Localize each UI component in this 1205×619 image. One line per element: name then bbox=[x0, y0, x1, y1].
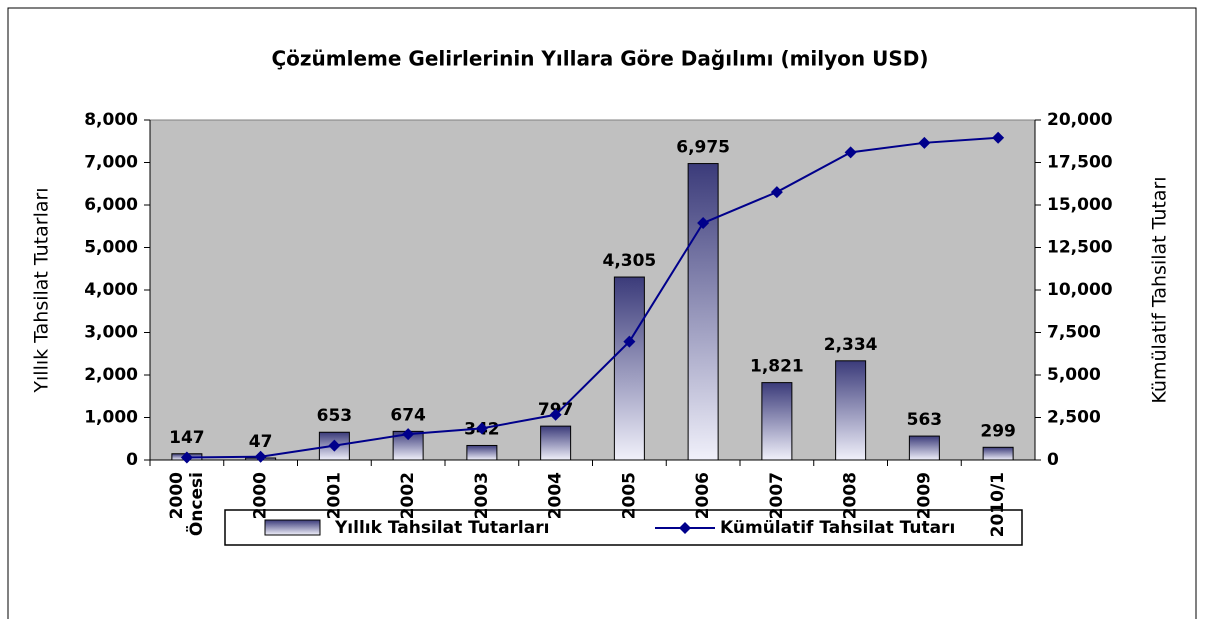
y2-tick-label: 15,000 bbox=[1047, 195, 1113, 215]
y-tick-label: 1,000 bbox=[84, 408, 138, 428]
y-tick-label: 5,000 bbox=[84, 238, 138, 258]
legend-label: Yıllık Tahsilat Tutarları bbox=[334, 518, 549, 538]
legend bbox=[224, 509, 1023, 546]
y2-tick-label: 0 bbox=[1047, 450, 1059, 470]
data-label: 653 bbox=[317, 406, 353, 426]
data-label: 147 bbox=[169, 428, 205, 448]
marker bbox=[549, 408, 562, 421]
line bbox=[186, 136, 999, 459]
y2-tick-label: 7,500 bbox=[1047, 323, 1101, 343]
y-tick-label: 8,000 bbox=[84, 110, 138, 130]
x-tick-label: 2007 bbox=[767, 472, 787, 519]
y2-tick-label: 10,000 bbox=[1047, 280, 1113, 300]
marker bbox=[254, 450, 267, 463]
bar bbox=[687, 163, 719, 461]
bar bbox=[540, 425, 572, 461]
legend-swatch bbox=[264, 519, 321, 536]
bar bbox=[982, 446, 1014, 461]
data-label: 1,821 bbox=[750, 357, 804, 377]
y-tick-label: 2,000 bbox=[84, 365, 138, 385]
x-tick-label: 2008 bbox=[841, 472, 861, 519]
marker bbox=[697, 217, 710, 230]
y-tick-label: 4,000 bbox=[84, 280, 138, 300]
y2-tick-label: 12,500 bbox=[1047, 238, 1113, 258]
bar bbox=[613, 276, 645, 461]
y-tick-label: 3,000 bbox=[84, 323, 138, 343]
x-tick-label: 2002 bbox=[398, 472, 418, 519]
y2-tick-label: 2,500 bbox=[1047, 408, 1101, 428]
data-label: 6,975 bbox=[676, 138, 730, 158]
data-label: 563 bbox=[907, 410, 943, 430]
legend-swatch bbox=[679, 522, 691, 534]
data-label: 47 bbox=[249, 432, 273, 452]
y2-axis-title: Kümülatif Tahsilat Tutarı bbox=[1149, 176, 1171, 403]
chart-title: Çözümleme Gelirlerinin Yıllara Göre Dağı… bbox=[271, 47, 928, 71]
y-tick-label: 0 bbox=[126, 450, 138, 470]
plot-area bbox=[149, 119, 1036, 461]
bar bbox=[466, 444, 498, 461]
data-label: 2,334 bbox=[824, 335, 878, 355]
bar bbox=[908, 435, 940, 461]
marker bbox=[475, 422, 488, 435]
y2-tick-label: 20,000 bbox=[1047, 110, 1113, 130]
x-tick-label: 2003 bbox=[472, 472, 492, 519]
data-label: 4,305 bbox=[602, 251, 656, 271]
bar bbox=[835, 360, 867, 461]
x-tick-label: 2000Öncesi bbox=[167, 472, 207, 536]
marker bbox=[844, 146, 857, 159]
x-tick-label: 2010/1 bbox=[988, 472, 1008, 537]
marker bbox=[328, 439, 341, 452]
frame bbox=[7, 7, 1197, 619]
x-tick-label: 2001 bbox=[324, 472, 344, 519]
marker bbox=[918, 136, 931, 149]
bar bbox=[761, 382, 793, 461]
x-tick-label: 2005 bbox=[619, 472, 639, 519]
x-tick-label: 2004 bbox=[546, 472, 566, 519]
data-label: 299 bbox=[980, 421, 1016, 441]
data-label: 674 bbox=[390, 405, 426, 425]
legend-label: Kümülatif Tahsilat Tutarı bbox=[720, 518, 955, 538]
marker bbox=[402, 428, 415, 441]
x-tick-label: 2000 bbox=[251, 472, 271, 519]
y2-tick-label: 5,000 bbox=[1047, 365, 1101, 385]
x-tick-label: 2009 bbox=[914, 472, 934, 519]
marker bbox=[992, 131, 1005, 144]
y-tick-label: 7,000 bbox=[84, 153, 138, 173]
x-tick-label: 2006 bbox=[693, 472, 713, 519]
marker bbox=[180, 451, 193, 464]
y2-tick-label: 17,500 bbox=[1047, 153, 1113, 173]
y-axis-title: Yıllık Tahsilat Tutarları bbox=[31, 187, 53, 393]
marker bbox=[770, 186, 783, 199]
marker bbox=[623, 335, 636, 348]
y-tick-label: 6,000 bbox=[84, 195, 138, 215]
